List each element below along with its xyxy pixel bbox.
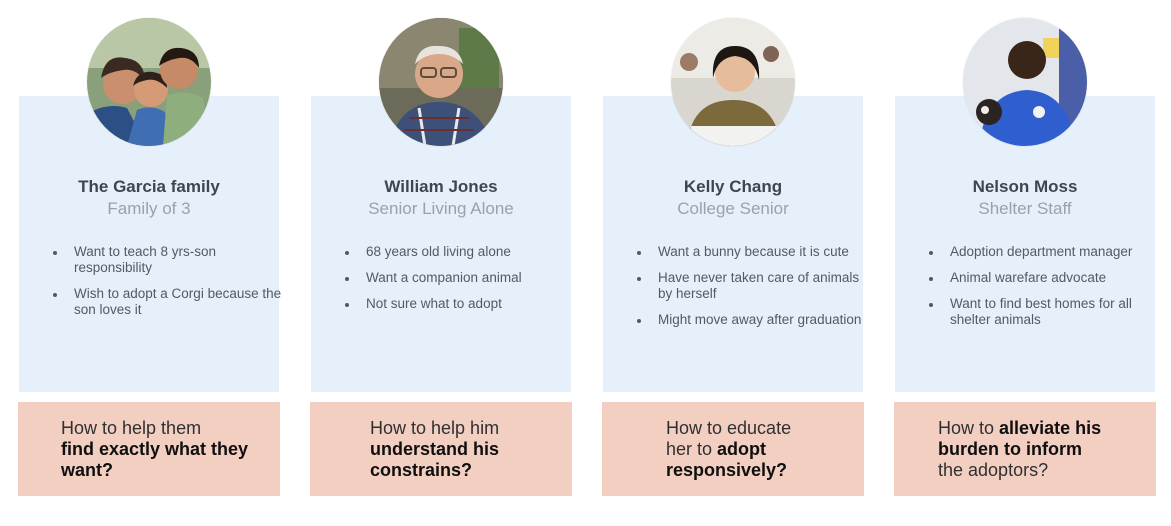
- trait-item: Want a bunny because it is cute: [637, 244, 868, 260]
- trait-item: 68 years old living alone: [345, 244, 576, 260]
- shelter-staff-photo-icon: [963, 18, 1087, 146]
- student-photo-icon: [671, 18, 795, 146]
- trait-item: Might move away after graduation: [637, 312, 868, 328]
- persona-name: Nelson Moss: [972, 177, 1078, 196]
- trait-item: Adoption department manager: [929, 244, 1160, 260]
- question-plain-text: How to educate her to: [666, 418, 792, 459]
- persona-role: College Senior: [677, 199, 789, 218]
- persona-traits-list: Adoption department manager Animal waref…: [928, 244, 1160, 338]
- question-plain-text: How to: [938, 418, 995, 438]
- persona-role: Family of 3: [107, 199, 191, 218]
- persona-card-kelly: Kelly Chang College Senior Want a bunny …: [602, 0, 864, 526]
- design-question: How to help him understand his constrain…: [370, 418, 560, 481]
- persona-name: Kelly Chang: [683, 177, 783, 196]
- persona-card-garcia: The Garcia family Family of 3 Want to te…: [18, 0, 281, 526]
- family-photo-icon: [87, 18, 211, 146]
- question-bold-text: alleviate his burden to inform: [938, 418, 1102, 459]
- persona-role: Shelter Staff: [978, 199, 1072, 218]
- trait-item: Want to find best homes for all shelter …: [929, 296, 1160, 328]
- persona-name: The Garcia family: [78, 177, 220, 196]
- design-question: How to educate her to adopt responsively…: [666, 418, 816, 481]
- persona-role: Senior Living Alone: [368, 199, 514, 218]
- senior-man-photo-icon: [379, 18, 503, 146]
- design-question-box: How to alleviate his burden to inform th…: [894, 402, 1156, 496]
- persona-traits-list: Want to teach 8 yrs-son responsibility W…: [52, 244, 284, 328]
- design-question: How to help them find exactly what they …: [61, 418, 261, 481]
- persona-name: William Jones: [384, 177, 498, 196]
- persona-card-william: William Jones Senior Living Alone 68 yea…: [310, 0, 572, 526]
- trait-item: Want to teach 8 yrs-son responsibility: [53, 244, 284, 276]
- trait-item: Wish to adopt a Corgi because the son lo…: [53, 286, 284, 318]
- trait-item: Not sure what to adopt: [345, 296, 576, 312]
- design-question-box: How to educate her to adopt responsively…: [602, 402, 864, 496]
- question-plain-text: How to help them: [61, 418, 202, 438]
- question-plain-text-end: the adoptors?: [938, 460, 1049, 480]
- trait-item: Want a companion animal: [345, 270, 576, 286]
- persona-traits-list: Want a bunny because it is cute Have nev…: [636, 244, 868, 338]
- question-plain-text: How to help him: [370, 418, 500, 438]
- trait-item: Animal warefare advocate: [929, 270, 1160, 286]
- question-bold-text: understand his constrains?: [370, 439, 500, 480]
- persona-card-nelson: Nelson Moss Shelter Staff Adoption depar…: [894, 0, 1156, 526]
- trait-item: Have never taken care of animals by hers…: [637, 270, 868, 302]
- design-question-box: How to help them find exactly what they …: [18, 402, 280, 496]
- persona-traits-list: 68 years old living alone Want a compani…: [344, 244, 576, 322]
- question-bold-text: find exactly what they want?: [61, 439, 249, 480]
- design-question: How to alleviate his burden to inform th…: [938, 418, 1138, 481]
- question-bold-text: adopt responsively?: [666, 439, 788, 480]
- design-question-box: How to help him understand his constrain…: [310, 402, 572, 496]
